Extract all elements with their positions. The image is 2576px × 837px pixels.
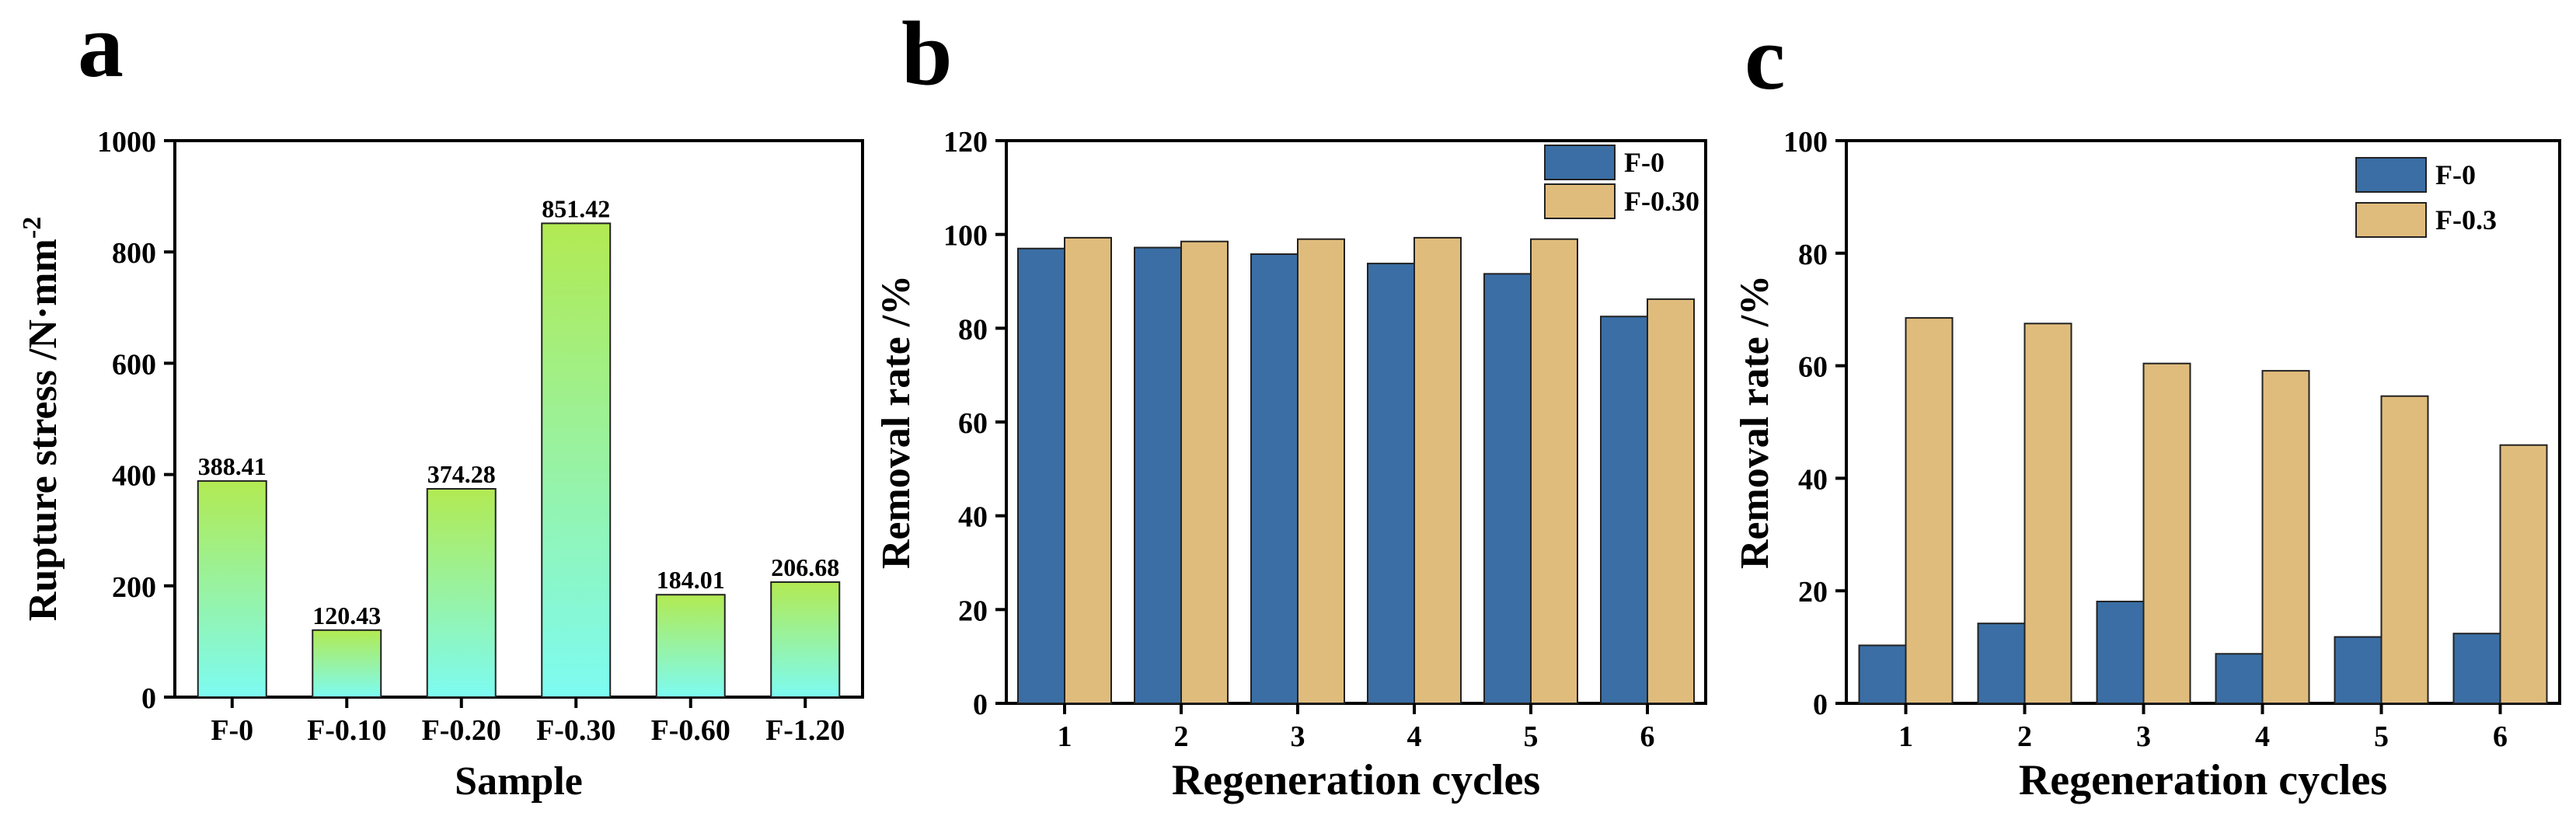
a-y-tick-label: 200: [112, 571, 156, 604]
a-data-label-F-0: 388.41: [198, 452, 267, 480]
b-y-tick-label: 60: [958, 407, 988, 440]
a-y-tick-label: 600: [112, 348, 156, 381]
b-y-tick-label: 120: [943, 126, 988, 159]
a-data-label-F-0.20: 374.28: [427, 460, 496, 488]
a-x-tick-label: F-0.10: [307, 714, 386, 747]
c-bar-F-0-cycle-6: [2452, 633, 2501, 704]
chart-c: 0 20 40 60 80 100 1 2 3 4 5 6 Regeneration cycles Rem…: [1733, 126, 2561, 804]
c-bar-F-0.3-cycle-1: [1905, 317, 1954, 704]
a-data-label-F-0.60: 184.01: [657, 566, 725, 594]
c-legend-label-F-0: F-0: [2435, 159, 2476, 190]
a-x-axis-title: Sample: [455, 759, 583, 804]
c-y-tick-label: 100: [1783, 126, 1828, 159]
c-y-tick-label: 60: [1798, 351, 1828, 384]
c-y-tick-label: 20: [1798, 576, 1828, 609]
c-x-tick-label: 2: [2017, 720, 2032, 753]
a-x-tick-label: F-0.30: [536, 714, 615, 747]
b-bar-F-0.30-cycle-4: [1413, 236, 1462, 704]
b-bar-F-0.30-cycle-6: [1647, 298, 1695, 704]
b-y-tick-label: 0: [973, 689, 988, 721]
a-y-axis-title: Rupture stress /N·mm-2: [18, 217, 65, 621]
c-x-axis-title: Regeneration cycles: [2019, 756, 2387, 804]
c-bar-F-0.3-cycle-2: [2024, 323, 2072, 704]
b-y-tick-label: 20: [958, 595, 988, 627]
chart-b: 0 20 40 60 80 100 120 1 2 3 4 5 6 Regeneration cycles…: [874, 126, 1707, 804]
a-plot-frame: [173, 139, 864, 699]
panel-c-letter: c: [1745, 7, 1786, 109]
b-x-tick-label: 2: [1174, 720, 1189, 753]
b-bar-F-0.30-cycle-1: [1064, 236, 1112, 704]
b-y-tick-label: 80: [958, 313, 988, 346]
c-bar-F-0.3-cycle-4: [2261, 370, 2310, 704]
b-y-tick-label: 40: [958, 501, 988, 534]
a-y-tick-label: 1000: [97, 126, 156, 159]
a-data-label-F-0.10: 120.43: [312, 602, 381, 629]
c-bar-F-0-cycle-2: [1977, 623, 2026, 705]
c-bar-F-0-cycle-3: [2096, 600, 2145, 704]
b-bar-F-0-cycle-4: [1367, 263, 1415, 705]
c-x-tick-label: 5: [2374, 720, 2389, 753]
a-x-tick-label: F-0: [211, 714, 253, 747]
b-bar-F-0-cycle-2: [1134, 246, 1182, 704]
b-x-tick-label: 4: [1407, 720, 1422, 753]
c-y-tick-label: 80: [1798, 239, 1828, 271]
b-bar-F-0-cycle-1: [1017, 247, 1065, 704]
c-x-tick-label: 4: [2255, 720, 2270, 753]
a-bar-F-0.20: [426, 488, 497, 698]
c-legend-swatch-F-0: [2355, 157, 2427, 193]
panel-b-letter: b: [901, 2, 953, 104]
c-bar-F-0.3-cycle-5: [2380, 395, 2429, 704]
b-y-tick-label: 100: [943, 220, 988, 253]
c-bar-F-0-cycle-5: [2334, 636, 2383, 704]
b-bar-F-0.30-cycle-2: [1180, 240, 1229, 704]
a-bar-F-0.10: [312, 629, 382, 698]
a-bar-F-1.20: [770, 581, 841, 698]
chart-a: 0 200 400 600 800 1000 388.41 120.43 374.28 851.4…: [18, 126, 864, 804]
b-bar-F-0-cycle-5: [1483, 273, 1532, 704]
b-x-tick-label: 3: [1291, 720, 1305, 753]
a-y-tick-label: 0: [141, 682, 156, 715]
c-bar-F-0-cycle-4: [2215, 653, 2264, 705]
a-x-tick-label: F-0.20: [422, 714, 501, 747]
c-x-tick-label: 3: [2136, 720, 2151, 753]
c-y-axis-title: Removal rate /%: [1733, 275, 1777, 569]
a-bar-F-0.30: [541, 222, 612, 698]
c-bar-F-0-cycle-1: [1858, 644, 1907, 704]
c-bar-F-0.3-cycle-6: [2499, 444, 2548, 705]
c-bar-F-0.3-cycle-3: [2142, 362, 2191, 704]
b-bar-F-0-cycle-6: [1600, 316, 1648, 704]
b-x-tick-label: 6: [1640, 720, 1655, 753]
b-bar-F-0.30-cycle-5: [1530, 238, 1578, 704]
b-legend-swatch-F-0: [1544, 145, 1616, 180]
panel-a-letter: a: [78, 0, 124, 96]
b-legend-label-F-0.30: F-0.30: [1624, 186, 1699, 217]
a-data-label-F-0.30: 851.42: [542, 194, 610, 222]
b-legend-label-F-0: F-0: [1624, 147, 1664, 178]
a-x-tick-label: F-1.20: [765, 714, 845, 747]
a-x-tick-label: F-0.60: [651, 714, 730, 747]
c-y-tick-label: 40: [1798, 463, 1828, 496]
c-y-tick-label: 0: [1813, 689, 1828, 721]
a-y-tick-label: 400: [112, 460, 156, 493]
b-y-axis-title: Removal rate /%: [874, 275, 919, 569]
b-bar-F-0-cycle-3: [1250, 253, 1298, 704]
b-legend-swatch-F-0.30: [1544, 183, 1616, 219]
c-legend-label-F-0.3: F-0.3: [2435, 204, 2497, 235]
a-bar-F-0.60: [655, 594, 726, 698]
c-x-tick-label: 6: [2493, 720, 2508, 753]
c-plot-frame: [1845, 139, 2561, 705]
b-x-axis-title: Regeneration cycles: [1172, 756, 1540, 804]
a-data-label-F-1.20: 206.68: [771, 553, 839, 581]
c-legend-swatch-F-0.3: [2355, 202, 2427, 238]
a-y-tick-label: 800: [112, 237, 156, 270]
c-x-tick-label: 1: [1898, 720, 1913, 753]
b-x-tick-label: 1: [1058, 720, 1072, 753]
a-bar-F-0: [197, 480, 267, 698]
b-bar-F-0.30-cycle-3: [1297, 238, 1345, 704]
b-x-tick-label: 5: [1524, 720, 1539, 753]
